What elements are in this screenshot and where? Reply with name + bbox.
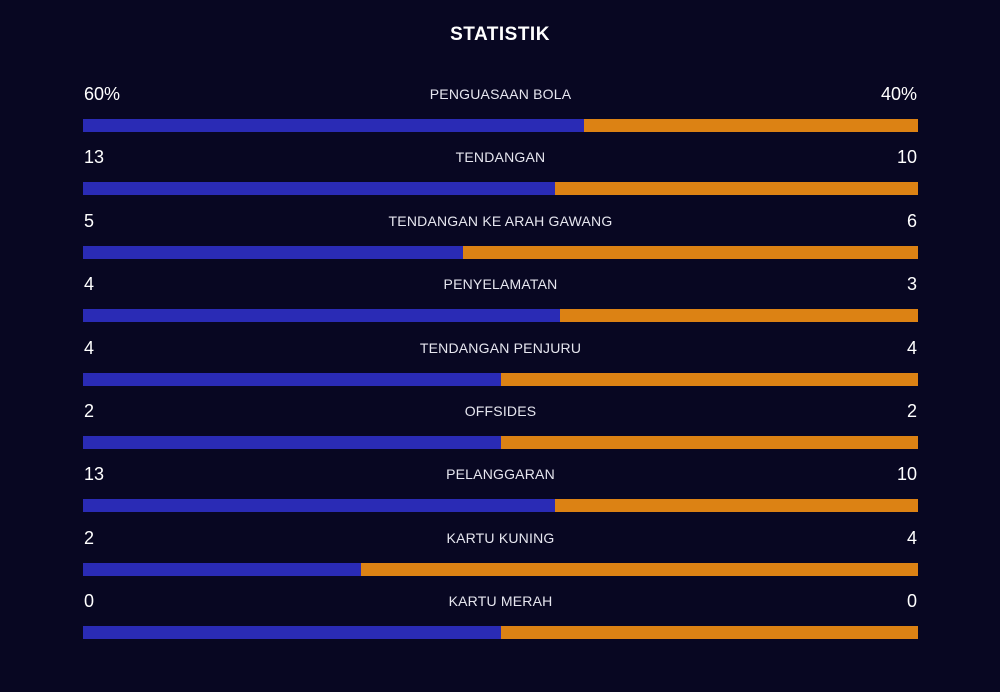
- away-value: 6: [906, 210, 917, 231]
- stat-label: KARTU MERAH: [448, 593, 553, 610]
- stat-label: PENGUASAAN BOLA: [429, 86, 572, 102]
- stat-header: 4 TENDANGAN PENJURU 4: [83, 334, 918, 362]
- away-bar-segment: [554, 499, 918, 513]
- home-bar-segment: [83, 119, 584, 132]
- stat-header: 60% PENGUASAAN BOLA 40%: [83, 80, 918, 108]
- stat-label: PELANGGARAN: [446, 466, 555, 483]
- stat-row-possession: 60% PENGUASAAN BOLA 40%: [83, 80, 918, 143]
- away-value: 10: [896, 464, 917, 485]
- stat-label: TENDANGAN: [455, 149, 546, 166]
- stat-row-offsides: 2 OFFSIDES 2: [83, 397, 918, 460]
- stat-header: 2 OFFSIDES 2: [83, 397, 918, 425]
- comparison-bar: [83, 182, 918, 196]
- stat-row-shots: 13 TENDANGAN 10: [83, 143, 918, 206]
- stat-row-fouls: 13 PELANGGARAN 10: [83, 460, 918, 523]
- stat-header: 13 TENDANGAN 10: [83, 143, 918, 171]
- stat-label: OFFSIDES: [464, 402, 537, 419]
- away-bar-segment: [500, 372, 918, 386]
- home-bar-segment: [83, 435, 501, 449]
- comparison-bar: [83, 626, 918, 640]
- stat-row-red-cards: 0 KARTU MERAH 0: [83, 587, 918, 650]
- away-bar-segment: [361, 562, 918, 576]
- stat-label: KARTU KUNING: [446, 529, 555, 546]
- stat-header: 5 TENDANGAN KE ARAH GAWANG 6: [83, 207, 918, 235]
- away-value: 2: [906, 400, 917, 421]
- comparison-bar: [83, 499, 918, 513]
- home-value: 2: [84, 527, 95, 548]
- stat-header: 2 KARTU KUNING 4: [83, 524, 918, 552]
- comparison-bar: [83, 372, 918, 386]
- away-value: 4: [906, 527, 917, 548]
- home-value: 13: [84, 147, 105, 168]
- comparison-bar: [83, 562, 918, 576]
- stat-row-saves: 4 PENYELAMATAN 3: [83, 270, 918, 333]
- home-value: 13: [84, 464, 105, 485]
- away-value: 4: [906, 337, 917, 358]
- stat-header: 4 PENYELAMATAN 3: [83, 270, 918, 298]
- home-value: 0: [84, 591, 95, 612]
- home-bar-segment: [83, 245, 463, 259]
- away-bar-segment: [554, 182, 918, 196]
- stat-label: TENDANGAN PENJURU: [419, 339, 582, 356]
- home-bar-segment: [83, 309, 560, 323]
- home-bar-segment: [83, 499, 555, 513]
- home-value: 2: [84, 400, 95, 421]
- stat-header: 13 PELANGGARAN 10: [83, 460, 918, 488]
- comparison-bar: [83, 119, 918, 132]
- stat-row-corners: 4 TENDANGAN PENJURU 4: [83, 334, 918, 397]
- home-bar-segment: [83, 626, 501, 640]
- away-value: 0: [906, 591, 917, 612]
- away-bar-segment: [500, 626, 918, 640]
- comparison-bar: [83, 309, 918, 323]
- home-bar-segment: [83, 182, 555, 196]
- home-bar-segment: [83, 562, 362, 576]
- home-value: 60%: [84, 84, 121, 104]
- away-value: 40%: [880, 84, 917, 104]
- away-bar-segment: [584, 119, 918, 132]
- stat-label: TENDANGAN KE ARAH GAWANG: [388, 212, 613, 229]
- comparison-bar: [83, 245, 918, 259]
- away-bar-segment: [462, 245, 918, 259]
- stats-list: 60% PENGUASAAN BOLA 40% 13 TENDANGAN 10 …: [83, 80, 918, 651]
- stat-row-shots-on-target: 5 TENDANGAN KE ARAH GAWANG 6: [83, 207, 918, 270]
- away-bar-segment: [500, 435, 918, 449]
- home-value: 5: [84, 210, 95, 231]
- away-value: 10: [896, 147, 917, 168]
- stat-header: 0 KARTU MERAH 0: [83, 587, 918, 615]
- stat-label: PENYELAMATAN: [443, 276, 558, 293]
- away-bar-segment: [559, 309, 918, 323]
- comparison-bar: [83, 435, 918, 449]
- stats-title: STATISTIK: [450, 24, 550, 45]
- home-bar-segment: [83, 372, 501, 386]
- away-value: 3: [906, 274, 917, 295]
- home-value: 4: [84, 337, 95, 358]
- home-value: 4: [84, 274, 95, 295]
- stat-row-yellow-cards: 2 KARTU KUNING 4: [83, 524, 918, 587]
